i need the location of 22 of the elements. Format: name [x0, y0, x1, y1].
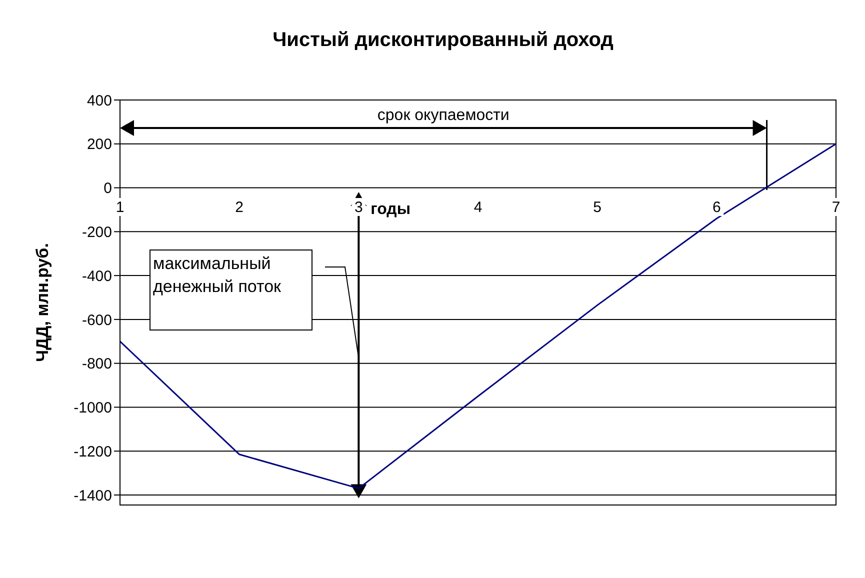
y-tick-label: 0	[104, 180, 112, 198]
y-tick-label: -600	[82, 312, 112, 329]
x-tick-label: 6	[712, 199, 721, 216]
y-tick-label: 400	[86, 92, 112, 110]
x-tick-label: 2	[235, 199, 244, 216]
chart-title: Чистый дисконтированный доход	[272, 29, 614, 51]
y-tick-label: -1200	[74, 443, 112, 460]
annotation: срок окупаемости	[377, 107, 510, 124]
x-tick-label: 5	[593, 199, 602, 216]
annotation: максимальный денежный поток	[153, 253, 282, 298]
y-tick-label: -1000	[74, 400, 112, 417]
y-tick-label: -1400	[74, 487, 112, 504]
y-tick-label: -200	[82, 224, 112, 241]
y-tick-label: 200	[86, 136, 112, 154]
x-tick-label: 3	[354, 199, 363, 216]
x-axis-title: годы	[370, 201, 411, 218]
y-tick-label: -800	[82, 356, 112, 373]
x-tick-label: 4	[474, 199, 482, 216]
y-axis-title: ЧДД, млн.руб.	[33, 243, 52, 362]
y-tick-label: -400	[82, 268, 112, 285]
x-tick-label: 1	[116, 199, 124, 216]
x-tick-label: 7	[832, 199, 840, 216]
